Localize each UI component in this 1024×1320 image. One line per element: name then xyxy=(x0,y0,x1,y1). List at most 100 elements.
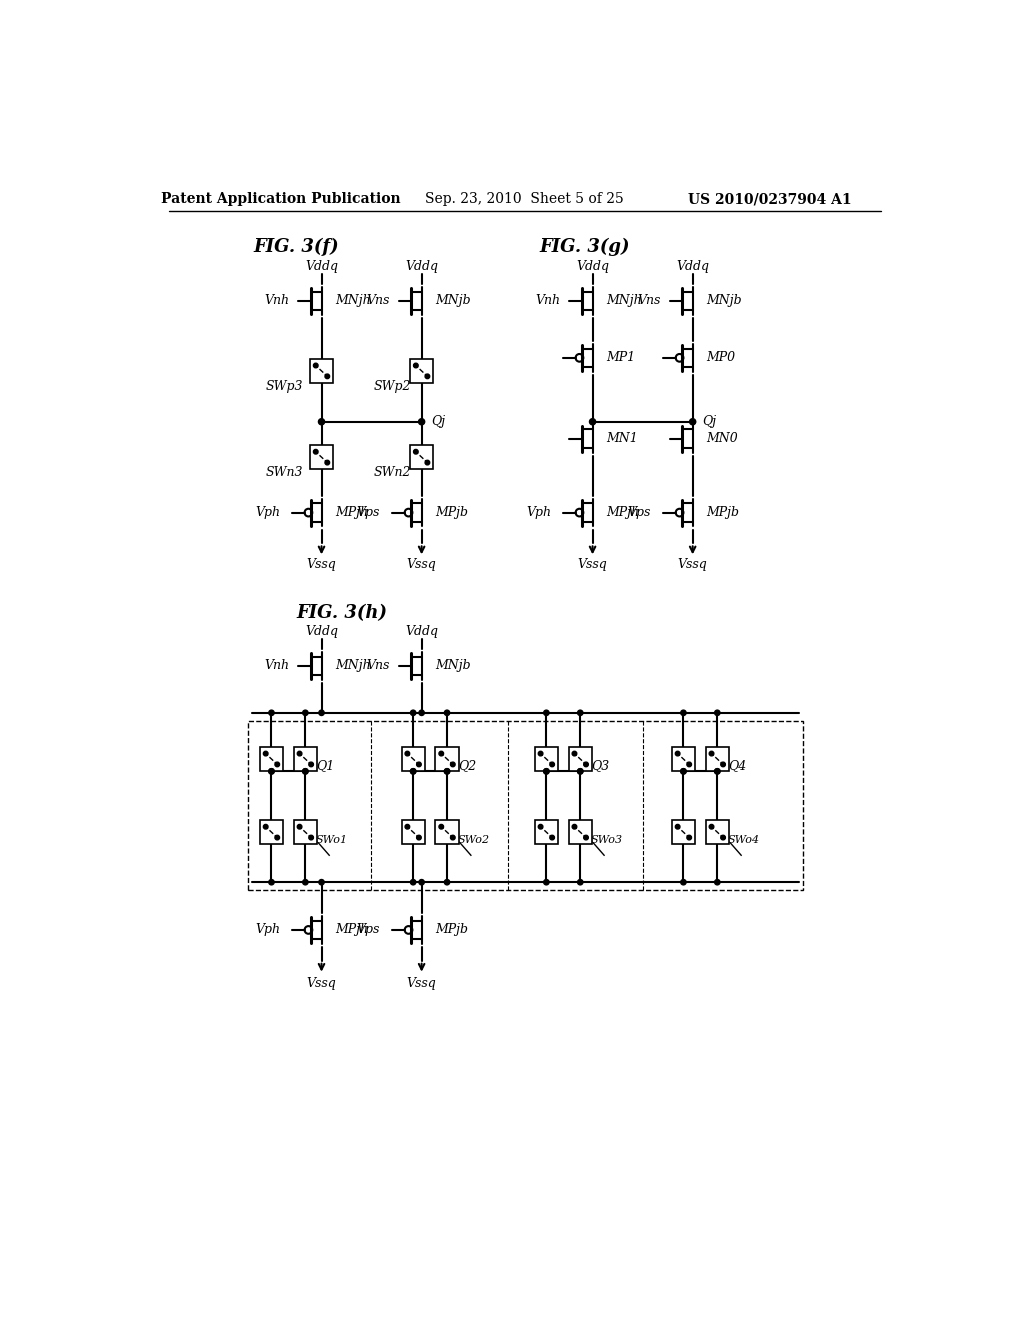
Text: Vssq: Vssq xyxy=(407,977,436,990)
Circle shape xyxy=(544,710,549,715)
Circle shape xyxy=(544,879,549,884)
Circle shape xyxy=(313,363,318,368)
Text: MNjb: MNjb xyxy=(435,659,471,672)
Circle shape xyxy=(578,768,583,774)
Circle shape xyxy=(274,836,280,840)
Bar xyxy=(260,747,283,771)
Text: US 2010/0237904 A1: US 2010/0237904 A1 xyxy=(688,193,852,206)
Circle shape xyxy=(297,825,302,829)
Circle shape xyxy=(406,825,410,829)
Text: Vph: Vph xyxy=(526,506,551,519)
Bar xyxy=(410,445,433,470)
Text: Vddq: Vddq xyxy=(305,260,338,273)
Text: MPjb: MPjb xyxy=(707,506,739,519)
Circle shape xyxy=(689,418,695,425)
Circle shape xyxy=(303,879,308,884)
Text: Qj: Qj xyxy=(701,416,716,428)
Circle shape xyxy=(419,710,424,715)
Bar xyxy=(672,820,695,845)
Text: SWp3: SWp3 xyxy=(265,380,303,393)
Circle shape xyxy=(268,879,274,884)
Text: SWo4: SWo4 xyxy=(728,834,760,845)
Text: Q4: Q4 xyxy=(728,759,746,772)
Circle shape xyxy=(715,879,720,884)
Circle shape xyxy=(572,825,577,829)
Text: Vssq: Vssq xyxy=(306,558,337,572)
Circle shape xyxy=(425,374,430,379)
Circle shape xyxy=(444,879,450,884)
Text: MNjh: MNjh xyxy=(336,294,371,308)
Circle shape xyxy=(721,762,725,767)
Circle shape xyxy=(309,762,313,767)
Circle shape xyxy=(411,879,416,884)
Circle shape xyxy=(676,825,680,829)
Bar xyxy=(435,820,459,845)
Text: MP0: MP0 xyxy=(707,351,735,364)
Text: MNjh: MNjh xyxy=(606,294,642,308)
Circle shape xyxy=(710,751,714,756)
Text: Sep. 23, 2010  Sheet 5 of 25: Sep. 23, 2010 Sheet 5 of 25 xyxy=(425,193,625,206)
Circle shape xyxy=(444,768,450,774)
Circle shape xyxy=(681,879,686,884)
Text: Vps: Vps xyxy=(628,506,651,519)
Text: Vssq: Vssq xyxy=(407,558,436,572)
Circle shape xyxy=(268,768,274,774)
Bar xyxy=(249,721,803,890)
Text: Vddq: Vddq xyxy=(406,260,438,273)
Circle shape xyxy=(681,710,686,715)
Text: Vddq: Vddq xyxy=(676,260,710,273)
Circle shape xyxy=(578,710,583,715)
Text: MNjh: MNjh xyxy=(336,659,371,672)
Text: Vnh: Vnh xyxy=(536,294,560,308)
Circle shape xyxy=(303,768,308,774)
Bar xyxy=(535,820,558,845)
Circle shape xyxy=(572,751,577,756)
Text: Vph: Vph xyxy=(255,924,280,936)
Text: FIG. 3(h): FIG. 3(h) xyxy=(296,603,387,622)
Text: Vssq: Vssq xyxy=(306,977,337,990)
Circle shape xyxy=(539,751,543,756)
Text: MN1: MN1 xyxy=(606,432,638,445)
Circle shape xyxy=(419,879,424,884)
Circle shape xyxy=(451,836,455,840)
Bar xyxy=(706,747,729,771)
Text: Q1: Q1 xyxy=(316,759,335,772)
Circle shape xyxy=(417,836,421,840)
Text: Vddq: Vddq xyxy=(406,624,438,638)
Circle shape xyxy=(263,751,268,756)
Text: MNjb: MNjb xyxy=(707,294,742,308)
Text: MPjb: MPjb xyxy=(435,924,469,936)
Text: Vddq: Vddq xyxy=(577,260,609,273)
Text: Vnh: Vnh xyxy=(264,659,289,672)
Circle shape xyxy=(263,825,268,829)
Bar xyxy=(310,445,333,470)
Text: Qj: Qj xyxy=(431,416,445,428)
Bar xyxy=(294,747,316,771)
Circle shape xyxy=(444,768,450,774)
Circle shape xyxy=(544,768,549,774)
Text: Vps: Vps xyxy=(356,924,380,936)
Bar xyxy=(410,359,433,383)
Text: SWo2: SWo2 xyxy=(458,834,489,845)
Text: SWn2: SWn2 xyxy=(374,466,411,479)
Circle shape xyxy=(681,768,686,774)
Text: Vns: Vns xyxy=(366,659,389,672)
Circle shape xyxy=(715,710,720,715)
Circle shape xyxy=(318,418,325,425)
Circle shape xyxy=(439,751,443,756)
Circle shape xyxy=(444,710,450,715)
Circle shape xyxy=(325,461,330,465)
Circle shape xyxy=(539,825,543,829)
Circle shape xyxy=(676,751,680,756)
Text: SWp2: SWp2 xyxy=(374,380,411,393)
Text: SWo3: SWo3 xyxy=(591,834,624,845)
Text: Vnh: Vnh xyxy=(264,294,289,308)
Text: Q3: Q3 xyxy=(591,759,609,772)
Bar xyxy=(535,747,558,771)
Circle shape xyxy=(325,374,330,379)
Text: Vssq: Vssq xyxy=(678,558,708,572)
Circle shape xyxy=(584,836,589,840)
Circle shape xyxy=(550,836,554,840)
Bar xyxy=(672,747,695,771)
Text: Vssq: Vssq xyxy=(578,558,607,572)
